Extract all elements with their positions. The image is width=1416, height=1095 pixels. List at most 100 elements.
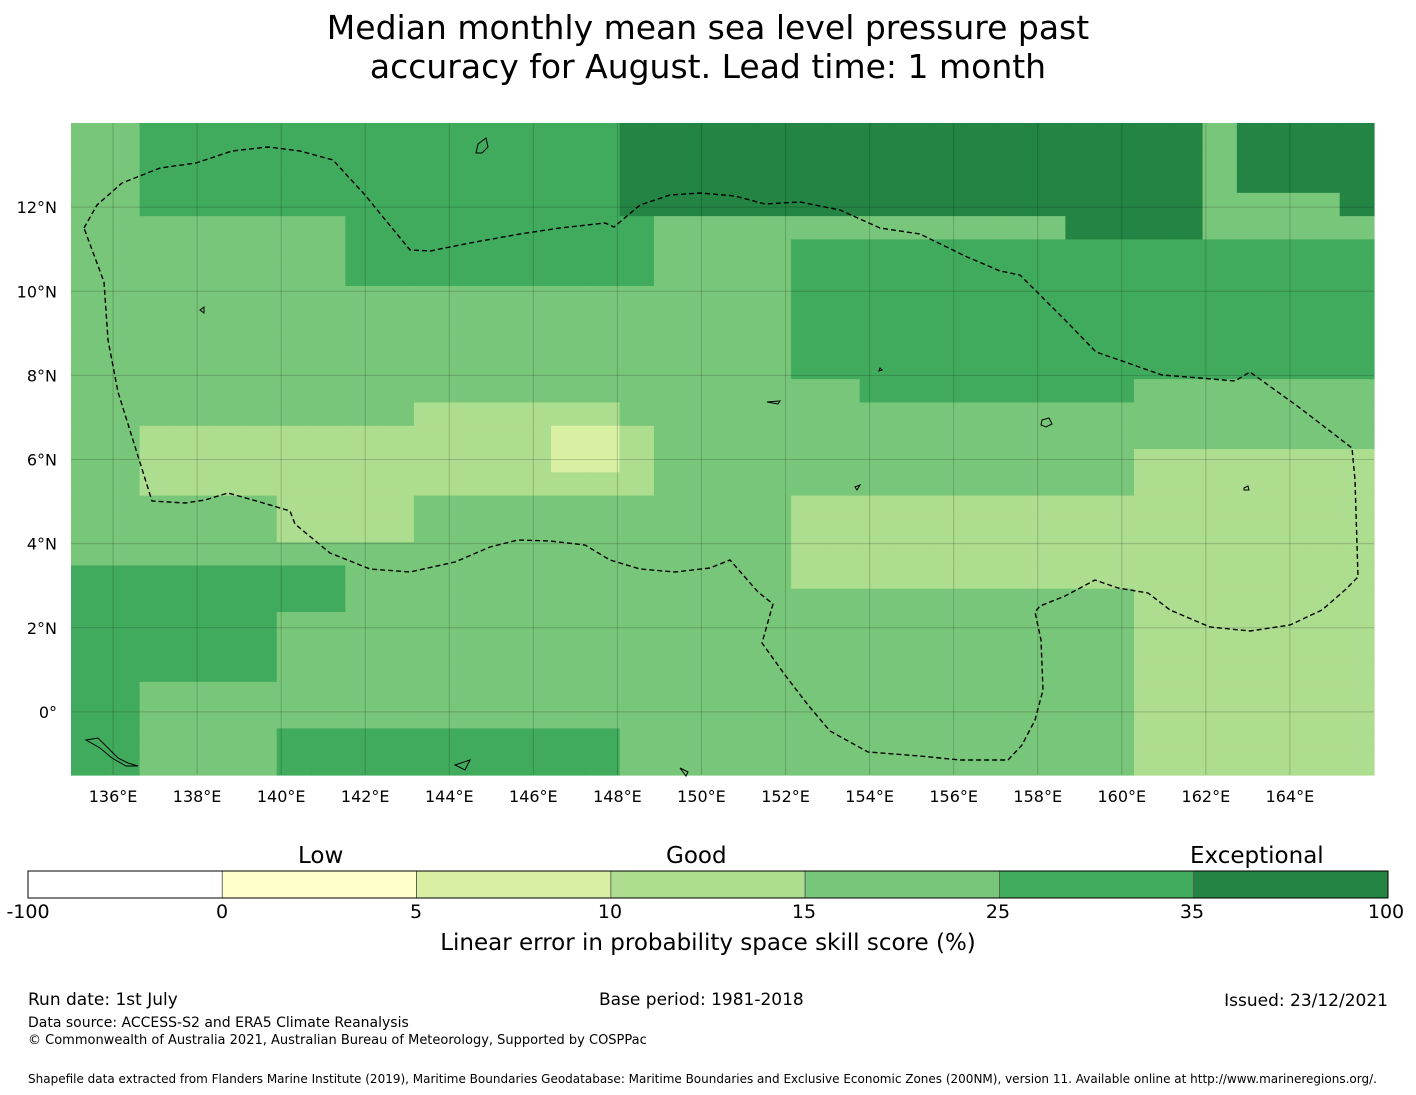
grid-cell [1271,542,1307,567]
grid-cell [962,612,998,636]
grid-cell [619,355,655,380]
grid-cell [1031,728,1066,753]
grid-cell [756,309,792,334]
grid-cell [516,612,552,636]
grid-cell [928,472,964,497]
grid-cell [619,635,655,660]
grid-cell [619,216,655,241]
grid-cell [688,355,724,380]
grid-cell [551,705,586,730]
grid-cell [962,262,998,287]
grid-cell [585,449,621,473]
grid-cell [516,635,552,660]
grid-cell [551,425,586,450]
grid-cell [722,588,758,613]
grid-cell [928,542,964,567]
grid-cell [1065,565,1101,590]
grid-cell [516,565,552,590]
grid-cell [482,588,518,613]
grid-cell [653,658,689,683]
grid-cell [756,728,792,753]
grid-cell [756,402,792,427]
grid-cell [173,309,209,334]
grid-cell [71,239,106,264]
grid-cell [1133,658,1169,683]
grid-cell [242,239,278,264]
grid-cell [1099,751,1135,776]
grid-cell [653,216,689,241]
grid-cell [791,658,826,683]
grid-cell [71,379,106,404]
grid-cell [379,402,415,427]
grid-cell [345,635,381,660]
grid-cell [928,612,964,636]
grid-cell [722,495,758,520]
grid-cell [208,286,244,310]
grid-cell [139,216,175,241]
grid-cell [448,728,484,753]
grid-cell [722,635,758,660]
grid-cell [71,262,106,287]
grid-cell [1339,681,1375,706]
grid-cell [893,705,929,730]
colorbar-tick: 0 [215,901,229,923]
grid-cell [1133,472,1169,497]
grid-cell [1168,309,1204,334]
grid-cell [139,681,175,706]
grid-cell [345,192,381,217]
eez-boundary-outline [83,146,1359,761]
grid-cell [551,379,586,404]
grid-cell [1305,379,1341,404]
grid-cell [996,216,1032,241]
grid-cell [1202,472,1238,497]
grid-cell [688,612,724,636]
grid-cell [585,681,621,706]
grid-cell [276,472,312,497]
grid-cell [1202,565,1238,590]
lon-tick-label: 144°E [425,787,474,806]
grid-cell [208,355,244,380]
colorbar-tick: 100 [1367,901,1405,923]
grid-cell [756,216,792,241]
grid-cell [1065,425,1101,450]
grid-cell [756,658,792,683]
grid-cell [1202,332,1238,357]
grid-cell [585,612,621,636]
grid-cell [928,309,964,334]
grid-cell [71,169,106,194]
grid-cell [311,332,346,357]
grid-cell [585,751,621,776]
grid-cell [619,332,655,357]
grid-cell [276,379,312,404]
grid-cell [1099,681,1135,706]
grid-cell [345,751,381,776]
grid-cell [1236,169,1272,194]
lon-tick-label: 158°E [1013,787,1062,806]
grid-cell [1168,286,1204,310]
grid-cell [1339,169,1375,194]
grid-cell [619,309,655,334]
grid-cell [139,146,175,171]
grid-cell [928,728,964,753]
grid-cell [448,123,484,147]
lat-tick-label: 8°N [27,366,57,385]
grid-cell [1133,379,1169,404]
grid-cell [173,286,209,310]
grid-cell [1271,635,1307,660]
grid-cell [173,239,209,264]
grid-cell [173,565,209,590]
grid-cell [208,681,244,706]
grid-cell [1099,449,1135,473]
grid-cell [71,565,106,590]
grid-cell [1305,332,1341,357]
grid-cell [928,123,964,147]
grid-cell [413,728,449,753]
grid-cell [105,728,141,753]
grid-cell [276,705,312,730]
copyright: © Commonwealth of Australia 2021, Austra… [28,1033,647,1048]
grid-cell [139,612,175,636]
grid-cell [1031,355,1066,380]
grid-cell [1339,495,1375,520]
grid-cell [1305,588,1341,613]
grid-cell [1202,239,1238,264]
